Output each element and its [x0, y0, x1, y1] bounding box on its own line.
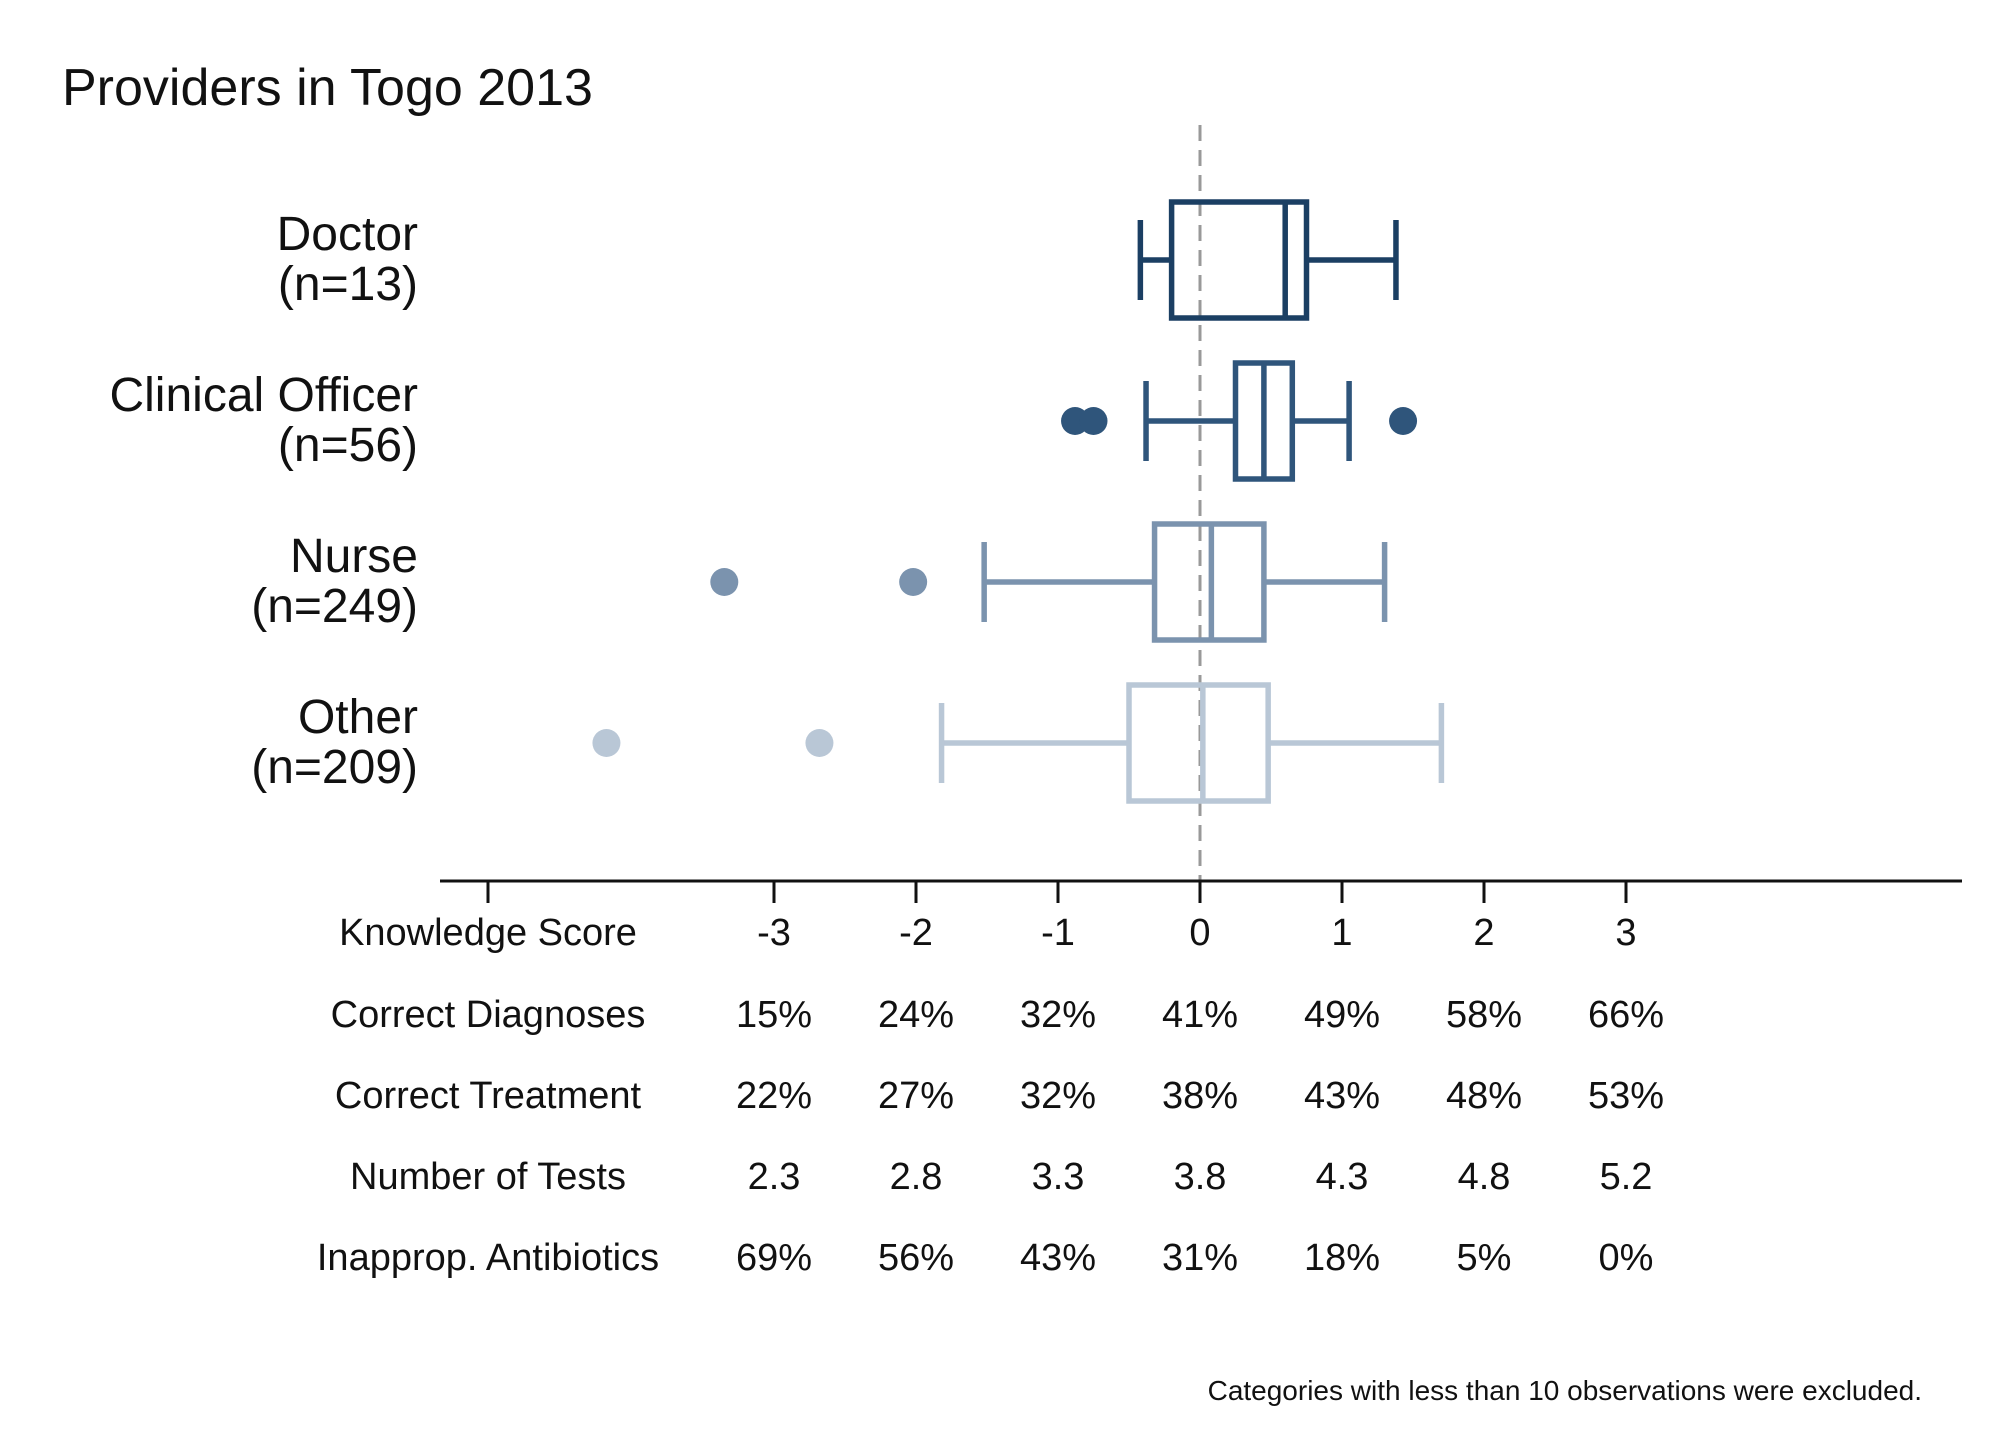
- table-cell: 38%: [1162, 1075, 1238, 1117]
- table-cell: 5%: [1457, 1237, 1512, 1279]
- row-label: Correct Diagnoses: [331, 994, 646, 1036]
- outlier-point: [1079, 407, 1108, 435]
- category-n-label: (n=13): [278, 258, 418, 311]
- outlier-point: [710, 568, 739, 596]
- table-cell: 32%: [1020, 1075, 1096, 1117]
- table-cell: 48%: [1446, 1075, 1522, 1117]
- table-cell: 2: [1473, 912, 1494, 954]
- table-cell: 56%: [878, 1237, 954, 1279]
- table-cell: 4.3: [1316, 1156, 1369, 1198]
- table-cell: 49%: [1304, 994, 1380, 1036]
- table-row: Correct Diagnoses 15% 24% 32% 41% 49% 58% 66%: [331, 994, 1664, 1036]
- table-cell: 2.3: [748, 1156, 801, 1198]
- box-group: Doctor(n=13): [277, 199, 1399, 321]
- table-row: Inapprop. Antibiotics 69% 56% 43% 31% 18% 5% 0%: [317, 1237, 1654, 1279]
- score-table: Knowledge Score -3 -2 -1 0 1 2 3 Correct Diagnos…: [317, 912, 1664, 1279]
- outlier-point: [592, 729, 621, 757]
- table-cell: 43%: [1304, 1075, 1380, 1117]
- table-cell: 31%: [1162, 1237, 1238, 1279]
- table-cell: 4.8: [1458, 1156, 1511, 1198]
- row-label: Knowledge Score: [339, 912, 637, 954]
- row-label: Inapprop. Antibiotics: [317, 1237, 659, 1279]
- table-row: Correct Treatment 22% 27% 32% 38% 43% 48% 53%: [335, 1075, 1664, 1117]
- table-cell: 27%: [878, 1075, 954, 1117]
- outlier-point: [899, 568, 928, 596]
- table-cell: 43%: [1020, 1237, 1096, 1279]
- box-group: Nurse(n=249): [251, 521, 1388, 643]
- table-cell: 3: [1615, 912, 1636, 954]
- category-label: Doctor: [277, 208, 418, 261]
- table-cell: 32%: [1020, 994, 1096, 1036]
- table-cell: 3.3: [1032, 1156, 1085, 1198]
- box-group: Other(n=209): [251, 682, 1445, 804]
- category-label: Clinical Officer: [109, 369, 418, 422]
- table-cell: 41%: [1162, 994, 1238, 1036]
- iqr-box: [1168, 199, 1310, 321]
- chart-title: Providers in Togo 2013: [62, 59, 593, 117]
- table-cell: -1: [1041, 912, 1075, 954]
- table-cell: 15%: [736, 994, 812, 1036]
- footnote: Categories with less than 10 observation…: [1208, 1375, 1922, 1406]
- category-n-label: (n=249): [251, 580, 418, 633]
- x-axis: [486, 881, 1628, 903]
- table-cell: -3: [757, 912, 791, 954]
- table-cell: 5.2: [1600, 1156, 1653, 1198]
- row-label: Number of Tests: [350, 1156, 626, 1198]
- table-cell: 18%: [1304, 1237, 1380, 1279]
- table-cell: 66%: [1588, 994, 1664, 1036]
- category-label: Nurse: [290, 530, 418, 583]
- table-cell: 24%: [878, 994, 954, 1036]
- table-row: Knowledge Score -3 -2 -1 0 1 2 3: [339, 912, 1637, 954]
- category-n-label: (n=56): [278, 419, 418, 472]
- category-label: Other: [298, 691, 418, 744]
- table-cell: 0: [1189, 912, 1210, 954]
- iqr-box: [1126, 682, 1271, 804]
- table-cell: 2.8: [890, 1156, 943, 1198]
- table-cell: -2: [899, 912, 933, 954]
- table-cell: 0%: [1599, 1237, 1654, 1279]
- outlier-point: [805, 729, 834, 757]
- table-cell: 69%: [736, 1237, 812, 1279]
- table-cell: 3.8: [1174, 1156, 1227, 1198]
- table-cell: 22%: [736, 1075, 812, 1117]
- table-cell: 58%: [1446, 994, 1522, 1036]
- table-cell: 53%: [1588, 1075, 1664, 1117]
- table-row: Number of Tests 2.3 2.8 3.3 3.8 4.3 4.8 5.2: [350, 1156, 1652, 1198]
- table-cell: 1: [1331, 912, 1352, 954]
- category-n-label: (n=209): [251, 741, 418, 794]
- outlier-point: [1389, 407, 1418, 435]
- box-group: Clinical Officer(n=56): [109, 360, 1418, 482]
- plot-area: Doctor(n=13)Clinical Officer(n=56)Nurse(…: [109, 125, 1445, 881]
- row-label: Correct Treatment: [335, 1075, 642, 1117]
